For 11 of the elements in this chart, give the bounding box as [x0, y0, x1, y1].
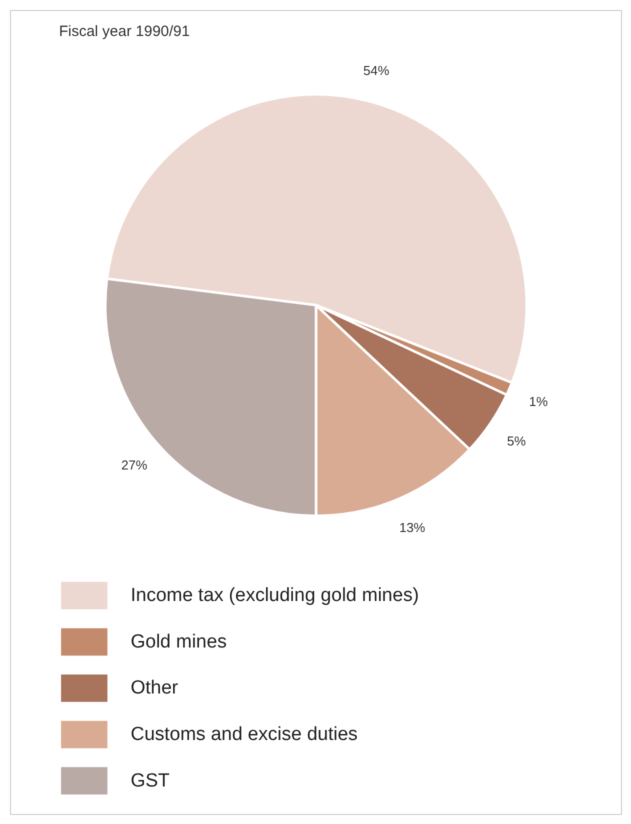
legend-label: Customs and excise duties [130, 724, 358, 746]
data-label: 5% [507, 434, 526, 449]
data-label: 27% [121, 458, 148, 473]
legend-label: Gold mines [130, 631, 227, 652]
data-label: 54% [363, 63, 390, 78]
chart-title: Fiscal year 1990/91 [58, 23, 190, 40]
data-label: 13% [399, 520, 426, 535]
legend-label: Income tax (excluding gold mines) [130, 585, 419, 606]
data-label: 1% [528, 394, 548, 409]
legend-label: Other [130, 678, 179, 699]
legend-label: GST [130, 770, 170, 792]
